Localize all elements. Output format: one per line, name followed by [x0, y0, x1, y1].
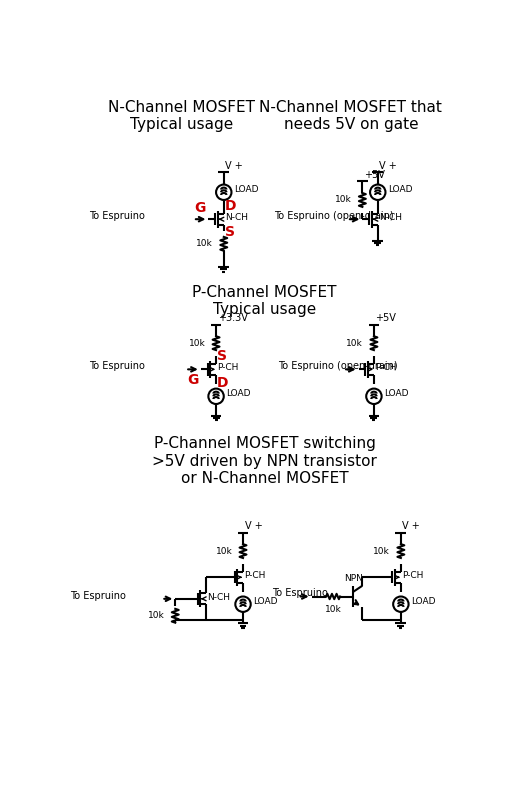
Text: V +: V + — [245, 521, 262, 531]
Text: To Espruino (open-drain): To Espruino (open-drain) — [274, 211, 393, 221]
Text: N-CH: N-CH — [208, 593, 231, 602]
Text: D: D — [224, 199, 236, 213]
Text: S: S — [224, 226, 235, 239]
Text: P-Channel MOSFET switching
>5V driven by NPN transistor
or N-Channel MOSFET: P-Channel MOSFET switching >5V driven by… — [152, 436, 377, 486]
Text: P-CH: P-CH — [245, 571, 266, 580]
Text: LOAD: LOAD — [234, 185, 258, 194]
Text: P-CH: P-CH — [375, 363, 397, 372]
Text: V +: V + — [379, 161, 397, 170]
Text: LOAD: LOAD — [384, 389, 408, 398]
Text: NPN: NPN — [344, 574, 362, 583]
Text: LOAD: LOAD — [411, 597, 435, 606]
Text: To Espruino (open-drain): To Espruino (open-drain) — [278, 362, 397, 371]
Text: 10k: 10k — [335, 195, 352, 205]
Text: 10k: 10k — [325, 605, 342, 614]
Text: To Espruino: To Espruino — [70, 590, 126, 601]
Text: To Espruino: To Espruino — [89, 211, 145, 221]
Text: LOAD: LOAD — [226, 389, 251, 398]
Text: 10k: 10k — [148, 611, 164, 620]
Text: To Espruino: To Espruino — [89, 362, 145, 371]
Text: +3.3V: +3.3V — [218, 313, 248, 323]
Text: 10k: 10k — [196, 239, 213, 248]
Text: LOAD: LOAD — [253, 597, 278, 606]
Text: 10k: 10k — [373, 546, 390, 555]
Text: +5V: +5V — [364, 170, 385, 180]
Text: N-CH: N-CH — [225, 213, 248, 222]
Text: P-Channel MOSFET
Typical usage: P-Channel MOSFET Typical usage — [192, 285, 337, 317]
Text: V +: V + — [225, 161, 243, 170]
Text: 10k: 10k — [216, 546, 232, 555]
Text: N-Channel MOSFET that
needs 5V on gate: N-Channel MOSFET that needs 5V on gate — [260, 100, 442, 132]
Text: P-CH: P-CH — [402, 571, 424, 580]
Text: G: G — [187, 373, 199, 387]
Text: +5V: +5V — [375, 313, 397, 323]
Text: N-Channel MOSFET
Typical usage: N-Channel MOSFET Typical usage — [108, 100, 255, 132]
Text: To Espruino: To Espruino — [272, 589, 328, 598]
Text: LOAD: LOAD — [388, 185, 412, 194]
Text: D: D — [217, 375, 229, 390]
Text: P-CH: P-CH — [218, 363, 239, 372]
Text: V +: V + — [402, 521, 420, 531]
Text: 10k: 10k — [189, 338, 205, 348]
Text: G: G — [195, 202, 206, 215]
Text: N-CH: N-CH — [379, 213, 402, 222]
Text: 10k: 10k — [346, 338, 363, 348]
Text: S: S — [217, 349, 227, 363]
